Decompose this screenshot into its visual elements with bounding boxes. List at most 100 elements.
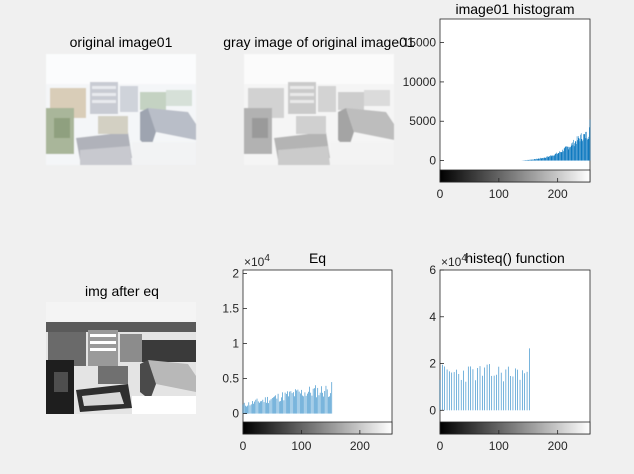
histogram-bar (323, 396, 324, 414)
histogram-bar (524, 373, 525, 411)
histogram-bar (536, 158, 537, 161)
grayscale-colorbar (242, 421, 393, 435)
histogram-bar (246, 406, 247, 414)
histogram-bar (319, 392, 321, 414)
histogram-bar (589, 127, 590, 161)
histogram-bar (325, 385, 327, 414)
x-tick-label: 0 (437, 439, 444, 453)
histogram-bar (482, 375, 483, 411)
histogram-bar (537, 158, 539, 161)
histogram-bar (559, 152, 561, 161)
histogram-bar (297, 389, 299, 414)
histogram-bar (472, 369, 474, 411)
histogram-bar (273, 397, 274, 414)
y-tick-label: 1 (232, 337, 239, 351)
histogram-bar (284, 392, 286, 414)
histogram-bar (545, 157, 546, 161)
histogram-bar (328, 396, 329, 414)
histogram-bar (268, 403, 269, 414)
image-title-gray: gray image of original image01 (223, 34, 415, 50)
histogram-bar (307, 393, 308, 414)
histogram-bar (549, 156, 551, 161)
histogram-bar (583, 134, 584, 161)
grayscale-colorbar (439, 421, 591, 435)
histogram-bar (579, 138, 580, 161)
histogram-bar (322, 392, 323, 414)
histogram-bar (543, 158, 544, 161)
histogram-bar (324, 391, 326, 414)
histogram-bar (529, 348, 530, 411)
histogram-bar (586, 138, 588, 161)
histogram-bar (264, 397, 266, 414)
y-tick-label: 5000 (409, 114, 436, 128)
histogram-bar (547, 156, 549, 161)
histogram-bar (528, 159, 530, 161)
x-tick-label: 100 (291, 439, 311, 453)
histogram-bar (288, 396, 289, 414)
histogram-bar (583, 134, 585, 161)
histogram-bar (549, 156, 550, 161)
histogram-bar (545, 157, 547, 161)
y-tick-label: 10000 (403, 75, 437, 89)
histogram-bar (541, 158, 543, 161)
histogram-bar (486, 364, 488, 411)
histogram-bar (517, 369, 518, 411)
histogram-bar (269, 400, 271, 414)
histogram-bar (534, 159, 535, 161)
histogram-bar (565, 146, 566, 161)
histogram-bar (563, 150, 564, 161)
histogram-bar (304, 392, 306, 414)
y-exponent-label: ×104 (441, 253, 467, 269)
histogram-bar (557, 153, 559, 161)
histogram-bar (552, 155, 554, 161)
histogram-bar (290, 391, 292, 414)
histogram-bar (303, 396, 305, 414)
histogram-bar (539, 158, 541, 161)
histogram-bar (308, 391, 309, 414)
histogram-bar (300, 393, 301, 414)
histogram-bar (291, 393, 293, 414)
histogram-bar (575, 141, 576, 161)
histogram-bar (540, 158, 542, 161)
image-panel-equalized: img after eq (46, 283, 196, 414)
histogram-bar (500, 372, 502, 411)
histogram-bar (526, 371, 528, 411)
histogram-bar (539, 158, 540, 161)
histogram-bar (505, 369, 507, 411)
histogram-bar (588, 136, 590, 161)
x-tick-label: 200 (548, 187, 568, 201)
image-panel-original: original image01 (46, 34, 196, 165)
histogram-bar (442, 364, 443, 411)
chart-title: image01 histogram (455, 1, 574, 17)
histogram-bar (498, 366, 500, 411)
y-tick-label: 0 (429, 154, 436, 168)
histogram-bar (571, 143, 573, 161)
histogram-bar (550, 155, 552, 161)
histogram-bar (453, 372, 455, 411)
histogram-bar (266, 402, 267, 414)
histogram-bar (277, 393, 279, 414)
histogram-bar (253, 403, 254, 414)
histogram-bar (546, 157, 548, 161)
histogram-bar (460, 379, 462, 411)
histogram-bar (510, 375, 511, 411)
y-tick-label: 4 (429, 310, 436, 324)
chart-title: Eq (309, 250, 326, 266)
histogram-bar (477, 367, 478, 411)
histogram-bar (570, 145, 572, 161)
histogram-bar (553, 155, 555, 161)
histogram-bar (326, 389, 328, 414)
histogram-bar (577, 136, 579, 161)
histogram-bar (584, 134, 585, 161)
image-title-original: original image01 (70, 34, 173, 50)
histogram-bar (551, 156, 553, 161)
histogram-bar (578, 138, 580, 161)
histogram-bar (292, 392, 294, 414)
y-exponent-label: ×104 (244, 253, 270, 269)
histogram-bar (527, 159, 529, 161)
histogram-bar (270, 399, 272, 414)
histogram-bar (556, 152, 557, 161)
histogram-bar (248, 402, 250, 414)
histogram-bar (552, 155, 553, 161)
